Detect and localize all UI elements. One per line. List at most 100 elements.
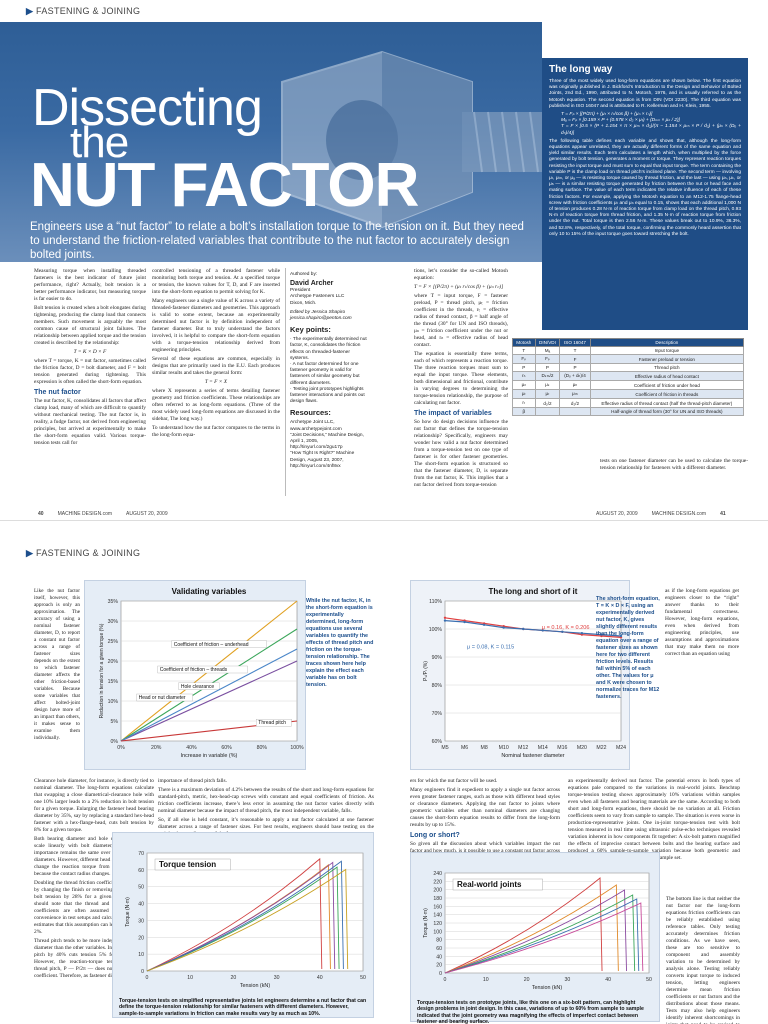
y-tick-label: 180 (433, 896, 442, 902)
y-tick-label: 10% (108, 699, 119, 705)
x-axis-label: Tension (kN) (532, 985, 562, 991)
paragraph: Several of these equations are common, e… (152, 356, 280, 376)
y-tick-label: 60% (432, 739, 443, 745)
table-row: P P P Thread pitch (512, 363, 745, 372)
x-tick-label: 20 (524, 977, 530, 983)
y-tick-label: 15% (108, 679, 119, 685)
paragraph: tests on one fastener diameter can be us… (600, 458, 748, 471)
x-tick-label: M6 (461, 745, 468, 751)
table-row: μₙ μₖ μₕ Coefficient of friction under head (512, 380, 745, 390)
torque-tension-chart: 0 10 20 30 40 50 60 70 0 10 20 30 40 50 Tension (kN) To… (112, 832, 374, 1018)
paragraph: Measuring torque when installing threade… (34, 268, 146, 302)
y-axis-label: Torque (N·m) (125, 897, 131, 927)
paragraph: Both bearing diameter and hole clearance… (34, 836, 154, 877)
chart-caption: Torque-tension tests on simplified repre… (119, 998, 367, 1017)
trace-line (146, 860, 344, 972)
y-tick-label: 70 (138, 851, 144, 857)
paragraph: ers for which the nut factor will be use… (410, 778, 498, 784)
table-cell: P (512, 363, 536, 372)
table-header: Description (589, 338, 745, 347)
data-point (502, 626, 505, 629)
resources-text[interactable]: Archetype Joint LLC, www.archetypejoint.… (290, 420, 364, 469)
page-number: 40 (38, 511, 44, 517)
y-axis-label: Torque (N·m) (423, 908, 429, 938)
series-label-bg (178, 682, 220, 690)
x-tick-label: M16 (557, 745, 567, 751)
data-point (463, 620, 466, 624)
y-tick-label: 35% (108, 599, 119, 605)
resources-head: Resources: (290, 408, 331, 418)
x-tick-label: 20 (231, 975, 237, 981)
table-cell: T (512, 346, 536, 355)
x-tick-label: M22 (596, 745, 606, 751)
x-tick-label: 30 (274, 975, 280, 981)
y-tick-label: 20 (436, 963, 442, 969)
table-cell: P (534, 363, 561, 372)
author-box: Authored by: David Archer President Arch… (285, 268, 373, 496)
bottom-left-column: Like the nut factor itself, however, thi… (34, 588, 80, 744)
series-label: Coefficient of friction – underhead (174, 642, 249, 648)
series-label: Coefficient of friction – threads (160, 667, 228, 673)
x-tick-label: 40% (186, 745, 197, 751)
paragraph: where X represents a series of terms det… (152, 388, 280, 422)
y-tick-label: 0 (439, 971, 442, 977)
table-cell: Fastener preload or tension (589, 354, 745, 364)
validating-note: While the nut factor, K, in the short-fo… (306, 598, 374, 688)
table-cell: Half-angle of thread form (30° for UN an… (589, 407, 745, 416)
key-point: · A nut factor determined for one fasten… (290, 362, 360, 386)
x-tick-label: M10 (499, 745, 509, 751)
table-cell: μₖ (534, 380, 561, 390)
paragraph: To understand how the nut factor compare… (152, 425, 280, 438)
paragraph: The nut factor, K, consolidates all fact… (34, 398, 146, 446)
equation: T = K × D × F (73, 349, 107, 355)
x-tick-label: 10 (483, 977, 489, 983)
data-point (522, 627, 525, 631)
paragraph: The equation is essentially three terms,… (414, 351, 508, 406)
y-tick-label: 10 (138, 952, 144, 958)
plot-area (444, 600, 622, 742)
x-tick-label: 50 (360, 975, 366, 981)
y-tick-label: 160 (433, 904, 442, 910)
table-cell: Effective radius of head contact (589, 371, 745, 381)
plot-area (146, 852, 364, 972)
y-tick-label: 30% (108, 619, 119, 625)
table-row: rₜ d₂/2 d₂/2 Effective radius of thread con… (512, 398, 745, 408)
issue-date: AUGUST 20, 2009 (596, 511, 638, 517)
sidebar-paragraph: The following table defines each variabl… (549, 138, 741, 237)
paragraph: There is a maximum deviation of 4.2% bet… (158, 787, 374, 814)
y-tick-label: 120 (433, 921, 442, 927)
data-point (443, 619, 447, 622)
sidebar-title: The long way (549, 64, 613, 75)
annotation: μ = 0.16, K = 0.206 (542, 625, 590, 631)
editor-credit: Edited by Jessica Shapiro jessica.shapir… (290, 309, 352, 322)
section-label-top: ▶ FASTENING & JOINING (26, 6, 141, 16)
y-tick-label: 110% (429, 599, 442, 605)
paragraph: Doubling the thread friction coefficient… (34, 880, 154, 935)
title-bg (154, 858, 231, 871)
table-row: μₜ μₜ μₜₕ Coefficient of friction in thread… (512, 389, 745, 399)
x-tick-label: 60% (221, 745, 232, 751)
series-label: Head or nut diameter (139, 695, 186, 701)
hero-banner: Dissecting the NUT FACTOR Engineers use … (0, 22, 542, 262)
table-header: DIN/VDI (534, 338, 561, 347)
y-tick-label: 5% (111, 719, 119, 725)
data-point (541, 629, 544, 632)
chart-svg: The long and short of it 60% 70% 80% 90% 100%… (423, 587, 626, 759)
table-row: β Half-angle of thread form (30° for UN a… (512, 407, 745, 416)
title-bg (452, 878, 543, 891)
table-cell: Fₚ (534, 354, 561, 364)
paragraph: Bolt tension is created when a bolt elon… (34, 305, 146, 346)
data-point (443, 616, 447, 619)
data-point (600, 633, 603, 636)
series-label-bg (171, 640, 267, 648)
trace-line (146, 857, 323, 972)
paragraph: as if the long-form equations get engine… (665, 588, 739, 657)
table-cell (534, 407, 561, 416)
paragraph: So how do design decisions influence the… (414, 419, 508, 488)
author-role: President Archetype Fasteners LLC Dixon,… (290, 288, 345, 306)
chart-title: Torque tension (159, 860, 216, 869)
table-cell: β (512, 407, 536, 416)
series-line (444, 620, 622, 637)
equation: T = F × X (204, 379, 228, 385)
subhead: The impact of variables (414, 410, 492, 417)
